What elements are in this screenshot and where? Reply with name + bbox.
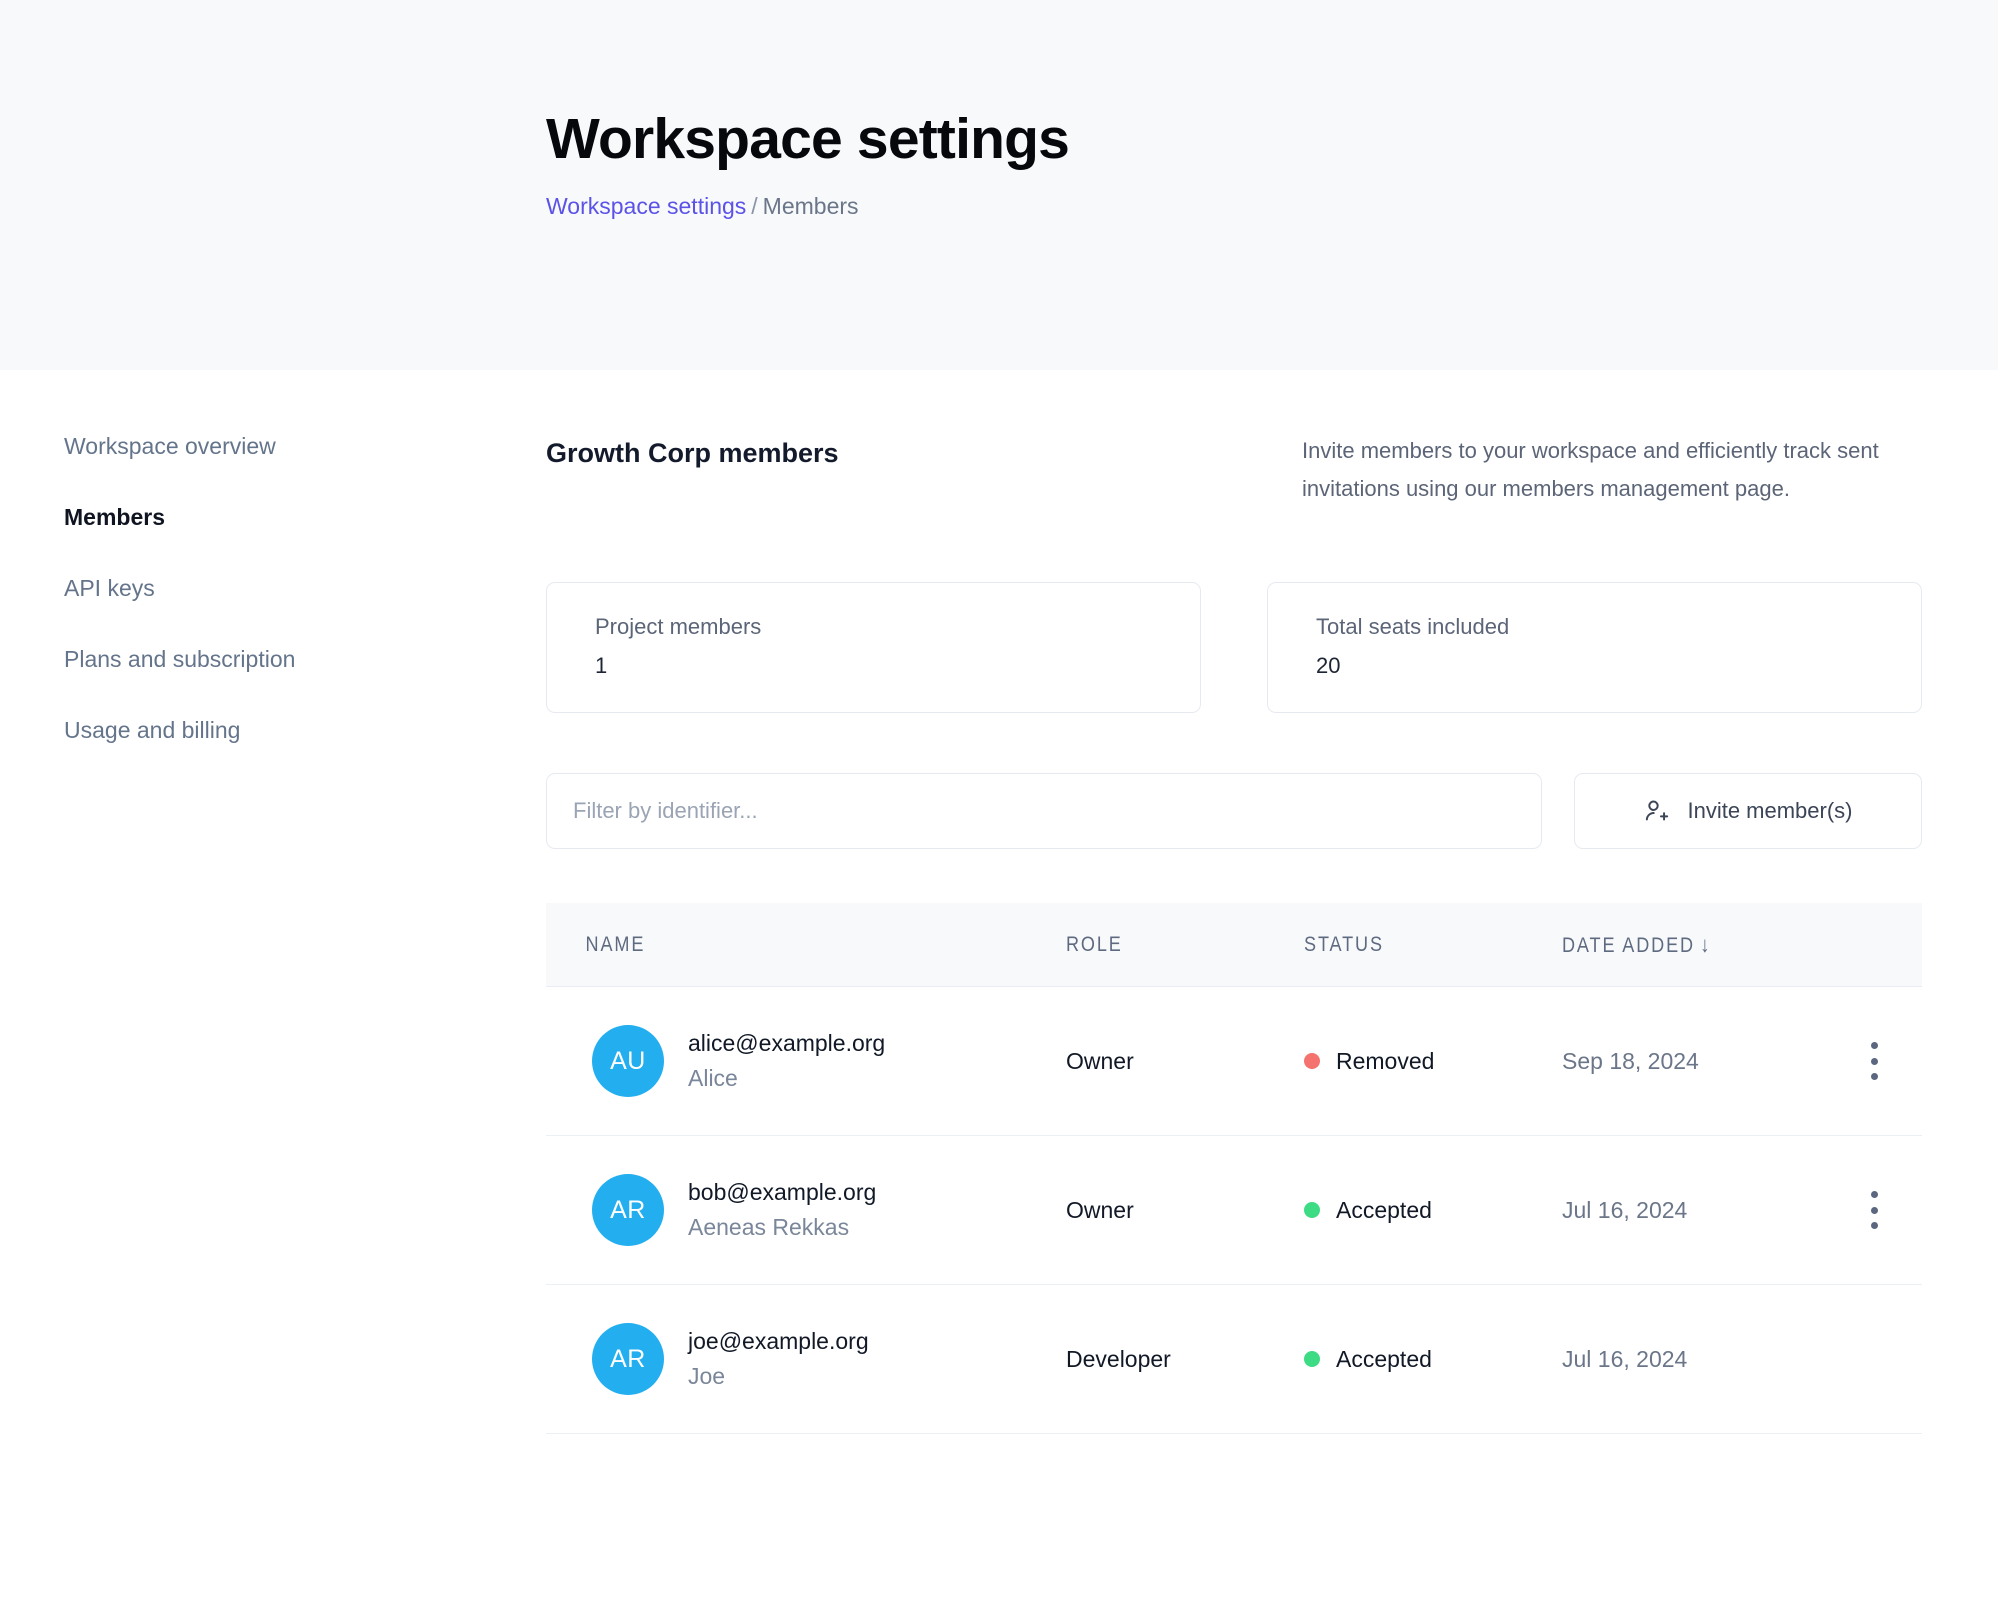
- cell-date-added: Sep 18, 2024: [1562, 1047, 1699, 1074]
- column-header-date-added[interactable]: DATE ADDED ↓: [1562, 932, 1789, 958]
- section-title: Growth Corp members: [546, 438, 839, 468]
- breadcrumb: Workspace settings / Members: [546, 192, 1998, 222]
- stat-value: 20: [1316, 652, 1341, 678]
- member-email: joe@example.org: [688, 1328, 869, 1355]
- sidebar-item-members[interactable]: Members: [64, 503, 165, 530]
- sidebar-item-usage-and-billing[interactable]: Usage and billing: [64, 716, 241, 743]
- stat-label: Project members: [595, 614, 762, 639]
- cell-status: Accepted: [1304, 1346, 1562, 1373]
- sidebar-item-plans-and-subscription[interactable]: Plans and subscription: [64, 645, 296, 672]
- sidebar-item-workspace-overview[interactable]: Workspace overview: [64, 433, 276, 459]
- cell-name: AR joe@example.org Joe: [546, 1323, 1066, 1396]
- status-badge: Removed: [1336, 1047, 1435, 1074]
- cell-role: Owner: [1066, 1196, 1134, 1223]
- cell-date-added: Jul 16, 2024: [1562, 1345, 1688, 1372]
- row-menu-icon[interactable]: [1856, 1039, 1892, 1083]
- row-menu-icon[interactable]: [1856, 1188, 1892, 1232]
- cell-status: Accepted: [1304, 1197, 1562, 1224]
- cell-actions: [1826, 1039, 1922, 1083]
- status-dot-icon: [1304, 1202, 1320, 1219]
- status-badge: Accepted: [1336, 1345, 1432, 1372]
- cell-actions: [1826, 1337, 1922, 1381]
- user-plus-icon: [1643, 797, 1671, 825]
- status-badge: Accepted: [1336, 1196, 1432, 1223]
- member-name: Joe: [688, 1362, 726, 1389]
- identity: joe@example.org Joe: [688, 1328, 869, 1390]
- member-name: Aeneas Rekkas: [688, 1213, 850, 1240]
- identity: alice@example.org Alice: [688, 1030, 885, 1092]
- avatar: AU: [592, 1025, 664, 1098]
- member-email: alice@example.org: [688, 1030, 886, 1057]
- status-dot-icon: [1304, 1053, 1320, 1070]
- stat-card-project-members: Project members 1: [546, 582, 1201, 714]
- breadcrumb-root-link[interactable]: Workspace settings: [546, 192, 747, 219]
- member-name: Alice: [688, 1064, 738, 1091]
- cell-name: AR bob@example.org Aeneas Rekkas: [546, 1174, 1066, 1247]
- invite-members-label: Invite member(s): [1687, 798, 1853, 824]
- filter-row: Invite member(s): [546, 773, 1922, 850]
- stat-label: Total seats included: [1316, 614, 1510, 639]
- avatar: AR: [592, 1174, 664, 1247]
- column-header-status[interactable]: STATUS: [1304, 932, 1384, 956]
- stats-row: Project members 1 Total seats included 2…: [546, 582, 1922, 714]
- table-row[interactable]: AR bob@example.org Aeneas Rekkas Owner A…: [546, 1136, 1922, 1286]
- table-row[interactable]: AU alice@example.org Alice Owner Removed…: [546, 987, 1922, 1137]
- members-intro: Growth Corp members Invite members to yo…: [546, 432, 1922, 508]
- breadcrumb-current: Members: [762, 192, 859, 219]
- invite-members-button[interactable]: Invite member(s): [1574, 773, 1922, 850]
- page-body: Workspace overview Members API keys Plan…: [0, 370, 1998, 1435]
- cell-role: Owner: [1066, 1047, 1134, 1074]
- identity: bob@example.org Aeneas Rekkas: [688, 1179, 876, 1241]
- page-title: Workspace settings: [546, 107, 1070, 171]
- member-email: bob@example.org: [688, 1179, 877, 1206]
- sidebar-item-api-keys[interactable]: API keys: [64, 574, 155, 601]
- cell-actions: [1826, 1188, 1922, 1232]
- settings-sidebar: Workspace overview Members API keys Plan…: [64, 432, 546, 1434]
- cell-role: Developer: [1066, 1345, 1171, 1372]
- cell-date-added: Jul 16, 2024: [1562, 1196, 1688, 1223]
- members-table-header: NAME ROLE STATUS DATE ADDED ↓: [546, 903, 1922, 988]
- stat-value: 1: [595, 652, 608, 678]
- members-table: NAME ROLE STATUS DATE ADDED ↓ AU alice@ex…: [546, 903, 1922, 1435]
- stat-card-total-seats-included: Total seats included 20: [1267, 582, 1922, 714]
- sort-descending-icon: ↓: [1700, 931, 1712, 957]
- avatar: AR: [592, 1323, 664, 1396]
- column-header-name[interactable]: NAME: [585, 932, 646, 956]
- filter-input[interactable]: [546, 773, 1542, 850]
- column-header-date-added-label: DATE ADDED: [1562, 933, 1695, 957]
- page-header-band: Workspace settings Workspace settings / Me…: [0, 0, 1998, 370]
- cell-name: AU alice@example.org Alice: [546, 1025, 1066, 1098]
- status-dot-icon: [1304, 1351, 1320, 1368]
- column-header-role[interactable]: ROLE: [1066, 932, 1123, 956]
- cell-status: Removed: [1304, 1048, 1562, 1075]
- table-row[interactable]: AR joe@example.org Joe Developer Accepte…: [546, 1285, 1922, 1435]
- section-description: Invite members to your workspace and eff…: [1302, 438, 1879, 501]
- members-main-panel: Growth Corp members Invite members to yo…: [546, 432, 1998, 1435]
- breadcrumb-separator: /: [751, 192, 758, 219]
